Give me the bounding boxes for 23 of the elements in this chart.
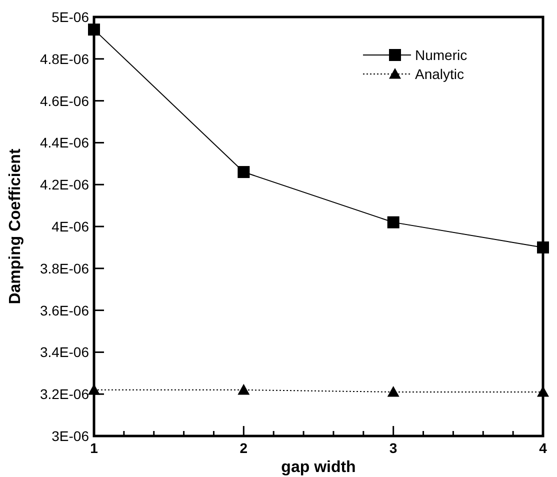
x-axis-title: gap width xyxy=(281,459,356,476)
y-tick-label: 3.2E-06 xyxy=(40,386,90,402)
legend-label: Analytic xyxy=(415,66,464,82)
y-axis-title: Damping Coefficient xyxy=(7,148,24,304)
x-tick-label: 2 xyxy=(240,440,248,456)
y-tick-label: 3.4E-06 xyxy=(40,344,90,360)
y-tick-label: 3.6E-06 xyxy=(40,302,90,318)
point xyxy=(387,216,400,228)
y-tick-label: 3E-06 xyxy=(52,428,90,444)
y-tick-label: 4E-06 xyxy=(52,218,90,234)
y-tick-label: 4.4E-06 xyxy=(40,134,90,151)
point xyxy=(387,386,400,397)
y-tick-label: 5E-06 xyxy=(52,9,90,25)
point xyxy=(238,166,250,178)
x-tick-label: 3 xyxy=(389,440,398,456)
y-tick-label: 4.6E-06 xyxy=(40,92,90,109)
legend-label: Numeric xyxy=(415,47,468,63)
x-tick-label: 4 xyxy=(539,440,548,456)
y-tick-label: 3.8E-06 xyxy=(40,260,90,276)
x-tick-label: 1 xyxy=(90,440,98,456)
y-tick-label: 4.8E-06 xyxy=(40,50,90,67)
point xyxy=(238,384,250,395)
y-tick-label: 4.2E-06 xyxy=(40,176,90,193)
